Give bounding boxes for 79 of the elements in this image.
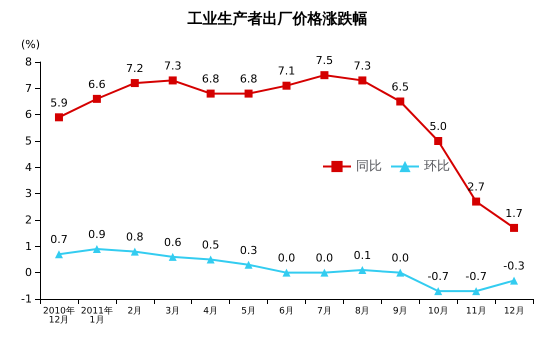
data-label: 0.6	[164, 236, 182, 249]
x-tick-label: 8月	[354, 306, 370, 316]
y-tick-label: 8	[25, 56, 32, 68]
data-label: 6.6	[88, 78, 106, 91]
x-tick-label: 2011年 1月	[80, 306, 113, 326]
point	[54, 113, 63, 122]
point	[130, 79, 139, 88]
x-tick-label: 10月	[428, 306, 448, 316]
point	[434, 137, 442, 145]
point	[168, 76, 177, 84]
y-tick-label: 6	[25, 108, 32, 122]
data-label: 0.0	[278, 252, 296, 265]
point	[320, 71, 328, 80]
data-label: 0.1	[354, 249, 372, 262]
x-tick-label: 2010年 12月	[43, 306, 75, 326]
x-tick-label: 9月	[392, 306, 408, 316]
legend-label: 环比	[424, 159, 450, 174]
point	[358, 76, 366, 84]
point	[282, 268, 290, 277]
data-label: 0.0	[316, 252, 334, 265]
point	[510, 224, 518, 232]
point	[434, 287, 442, 296]
data-label: 2.7	[467, 180, 485, 194]
y-tick-label: 1	[25, 240, 32, 253]
point	[244, 260, 253, 269]
data-label: 0.9	[88, 228, 106, 241]
data-label: 0.3	[240, 244, 258, 257]
point	[92, 94, 101, 103]
point	[472, 287, 480, 296]
data-label: 6.8	[202, 72, 220, 86]
y-tick-label: 3	[25, 187, 32, 200]
point	[282, 82, 290, 90]
point	[130, 248, 139, 256]
y-tick-label: 2	[25, 214, 32, 226]
data-label: 5.0	[429, 120, 447, 133]
data-label: 7.5	[316, 54, 334, 68]
point	[510, 276, 518, 285]
data-label: 7.1	[278, 64, 296, 78]
x-tick-label: 4月	[203, 306, 218, 316]
data-label: -0.7	[465, 270, 487, 284]
x-tick-label: 3月	[165, 306, 180, 316]
data-label: -0.7	[427, 270, 449, 284]
data-label: 6.5	[392, 80, 410, 94]
point	[358, 266, 366, 274]
point	[396, 98, 404, 106]
chart-title: 工业生产者出厂价格涨跌幅	[186, 10, 368, 28]
y-tick-label: 4	[25, 160, 32, 174]
y-tick-label: 5	[25, 134, 32, 148]
y-tick-label: 0	[25, 266, 32, 280]
data-label: 0.7	[50, 233, 68, 246]
y-axis-title: (%)	[20, 38, 40, 51]
point	[206, 256, 215, 264]
data-label: 0.5	[202, 238, 220, 252]
legend-label: 同比	[356, 159, 382, 174]
data-label: 0.8	[126, 230, 144, 244]
point	[472, 198, 480, 206]
data-label: 1.7	[505, 206, 523, 220]
point	[168, 252, 177, 261]
data-label: 7.2	[126, 62, 144, 76]
data-label: 0.0	[392, 252, 410, 265]
data-label: -0.3	[503, 260, 525, 273]
x-tick-label: 7月	[317, 306, 332, 316]
point	[92, 244, 101, 253]
data-label: 5.9	[50, 96, 68, 110]
y-tick-label: 7	[25, 82, 32, 95]
point	[54, 250, 63, 258]
point	[320, 268, 328, 277]
point	[206, 90, 215, 98]
x-tick-label: 5月	[241, 306, 256, 316]
x-tick-label: 6月	[279, 306, 294, 316]
x-tick-label: 2月	[127, 306, 142, 316]
data-label: 6.8	[240, 72, 258, 86]
x-tick-label: 12月	[504, 306, 524, 316]
y-tick-label: -1	[21, 292, 32, 306]
data-label: 7.3	[354, 59, 372, 72]
point	[244, 90, 253, 98]
point	[396, 268, 404, 277]
data-label: 7.3	[164, 59, 182, 72]
x-tick-label: 11月	[466, 306, 486, 316]
